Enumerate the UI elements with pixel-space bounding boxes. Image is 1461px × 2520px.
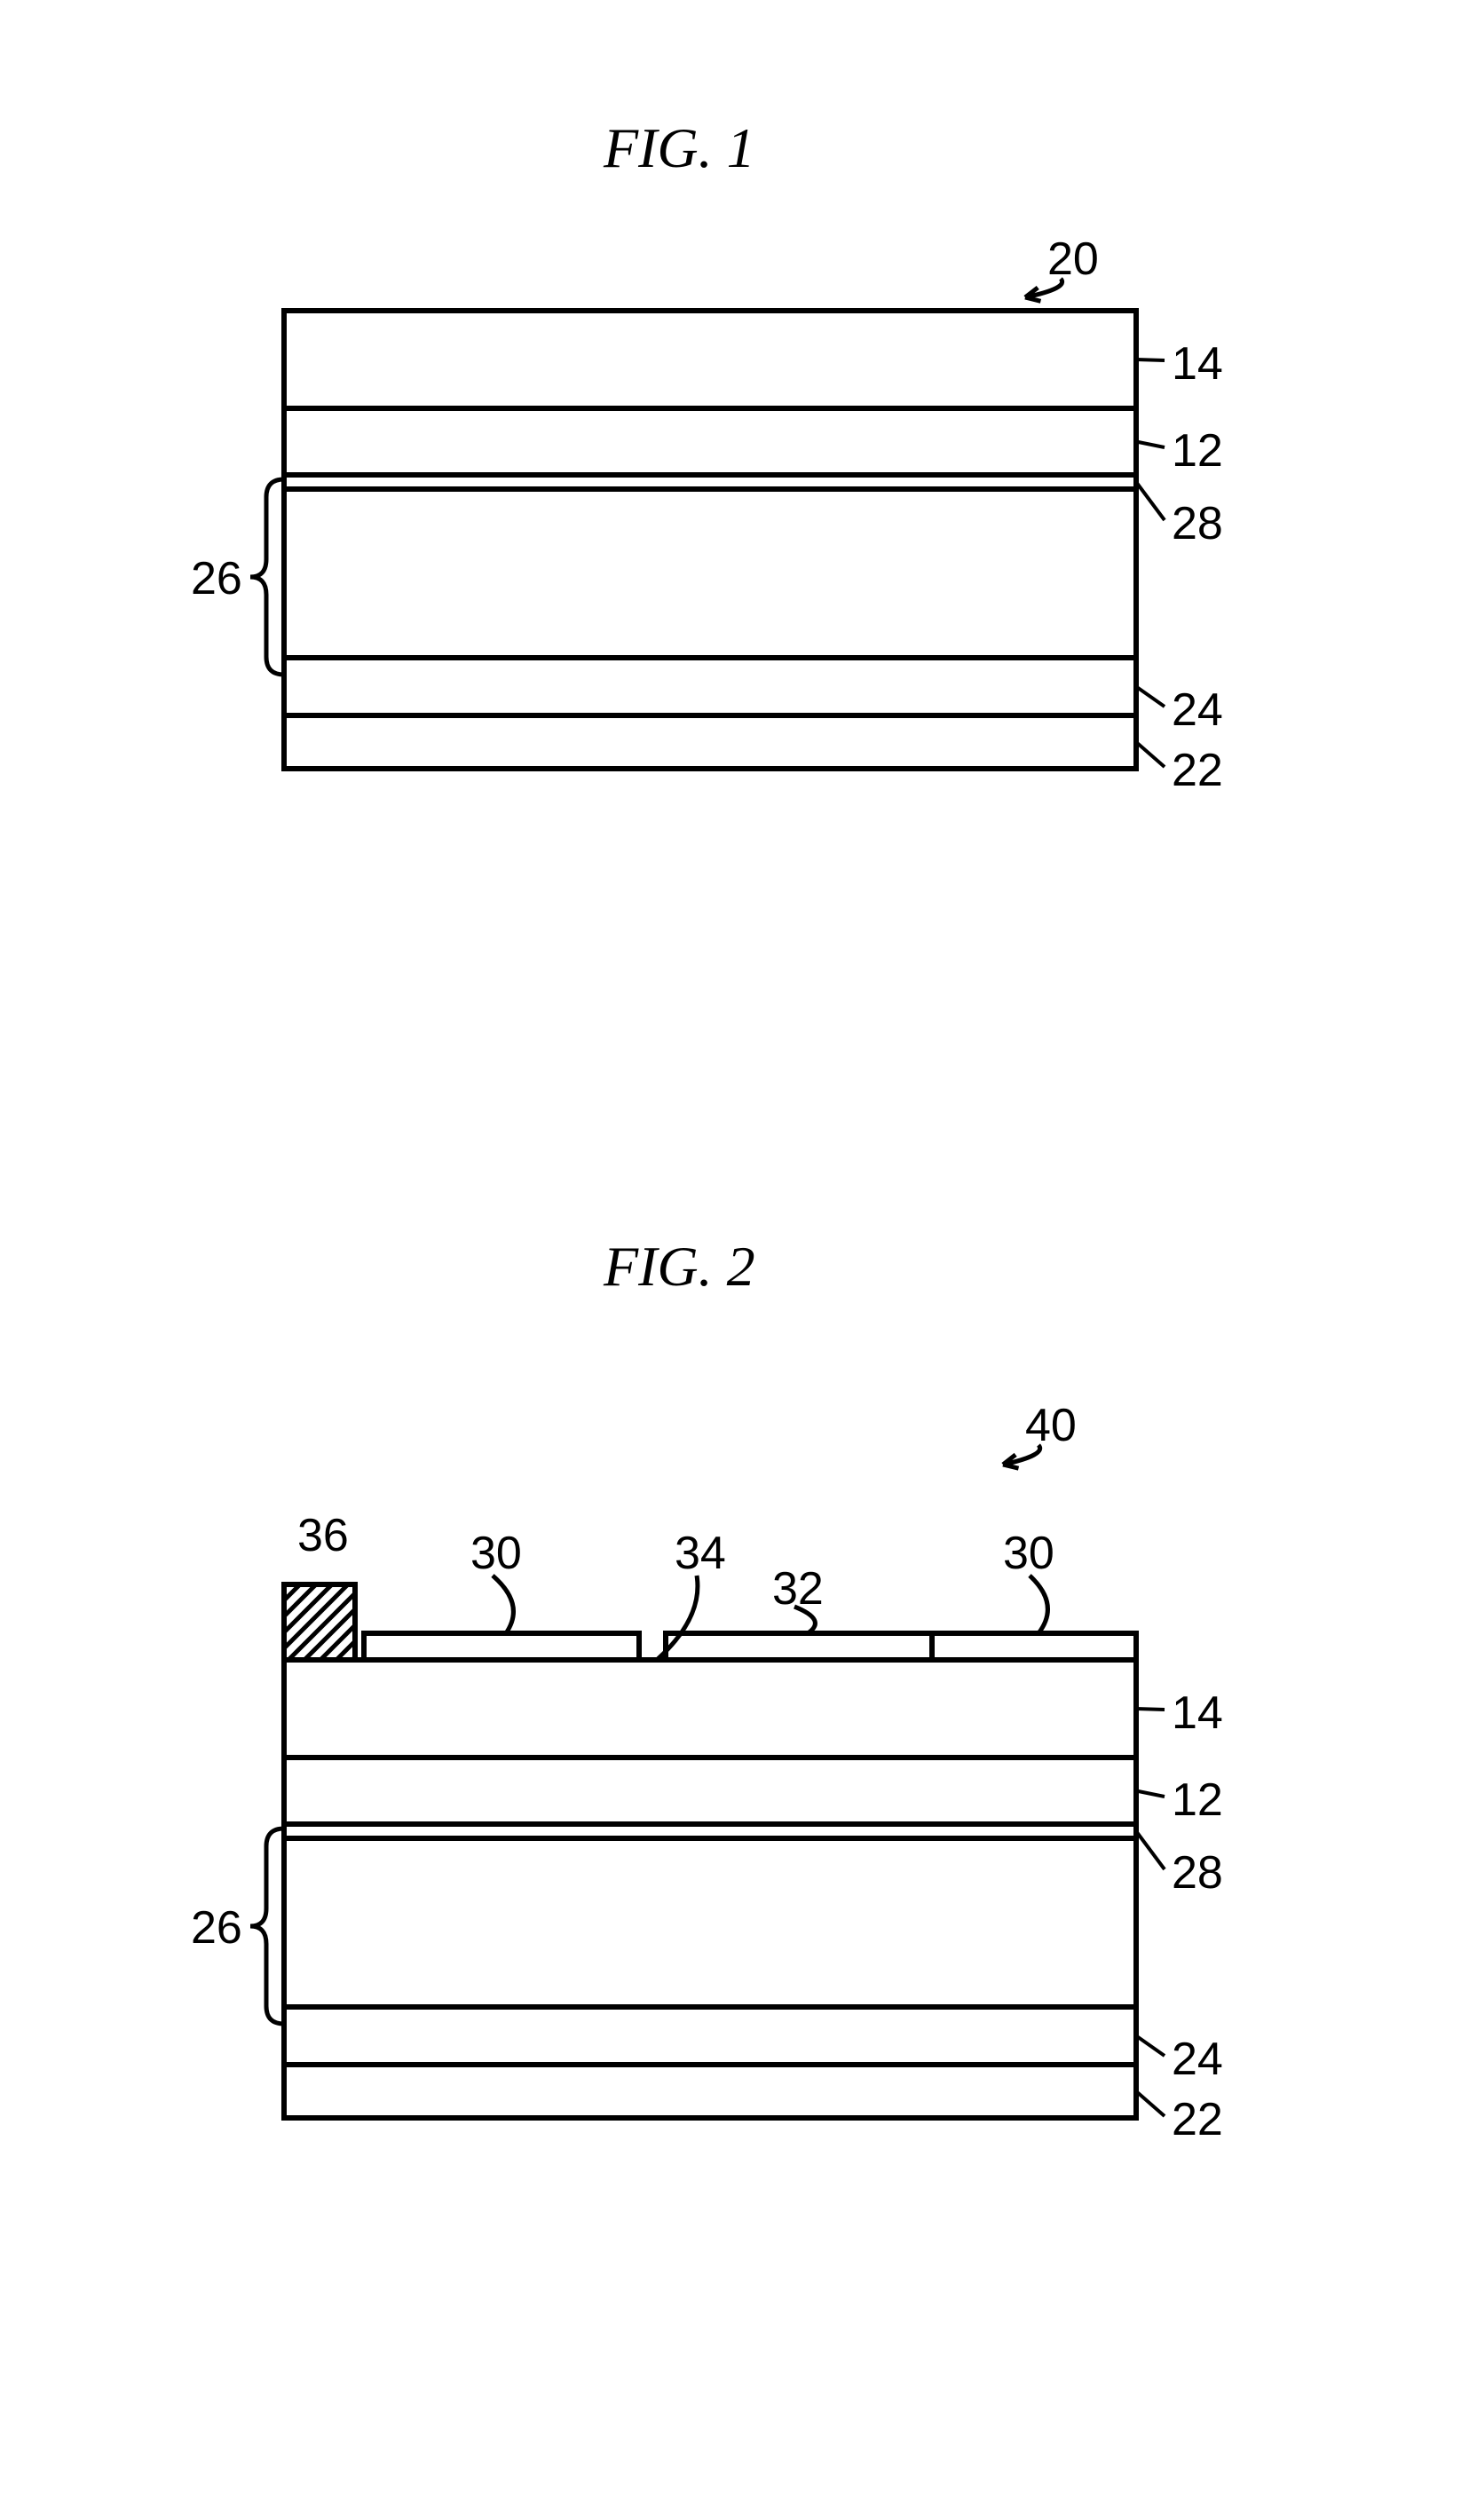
fig1-label-20: 20	[1047, 233, 1099, 286]
fig1-label-24: 24	[1172, 683, 1223, 737]
fig2-label-22: 22	[1172, 2093, 1223, 2146]
fig1-label-26: 26	[191, 552, 242, 605]
fig2-label-24: 24	[1172, 2033, 1223, 2086]
fig1-label-28: 28	[1172, 497, 1223, 550]
fig2-label-32: 32	[772, 1562, 824, 1615]
fig2-label-26: 26	[191, 1901, 242, 1955]
fig1-label-22: 22	[1172, 744, 1223, 797]
fig2-label-34: 34	[675, 1527, 726, 1580]
fig1-label-12: 12	[1172, 424, 1223, 478]
fig2-label-14: 14	[1172, 1687, 1223, 1740]
fig2-diagram	[0, 0, 1461, 2219]
fig2-label-30-left: 30	[470, 1527, 522, 1580]
fig2-label-40: 40	[1025, 1399, 1077, 1452]
fig2-label-30-right: 30	[1003, 1527, 1054, 1580]
fig1-label-14: 14	[1172, 337, 1223, 391]
fig2-label-28: 28	[1172, 1846, 1223, 1900]
fig2-label-36: 36	[297, 1509, 349, 1562]
fig2-label-12: 12	[1172, 1773, 1223, 1827]
